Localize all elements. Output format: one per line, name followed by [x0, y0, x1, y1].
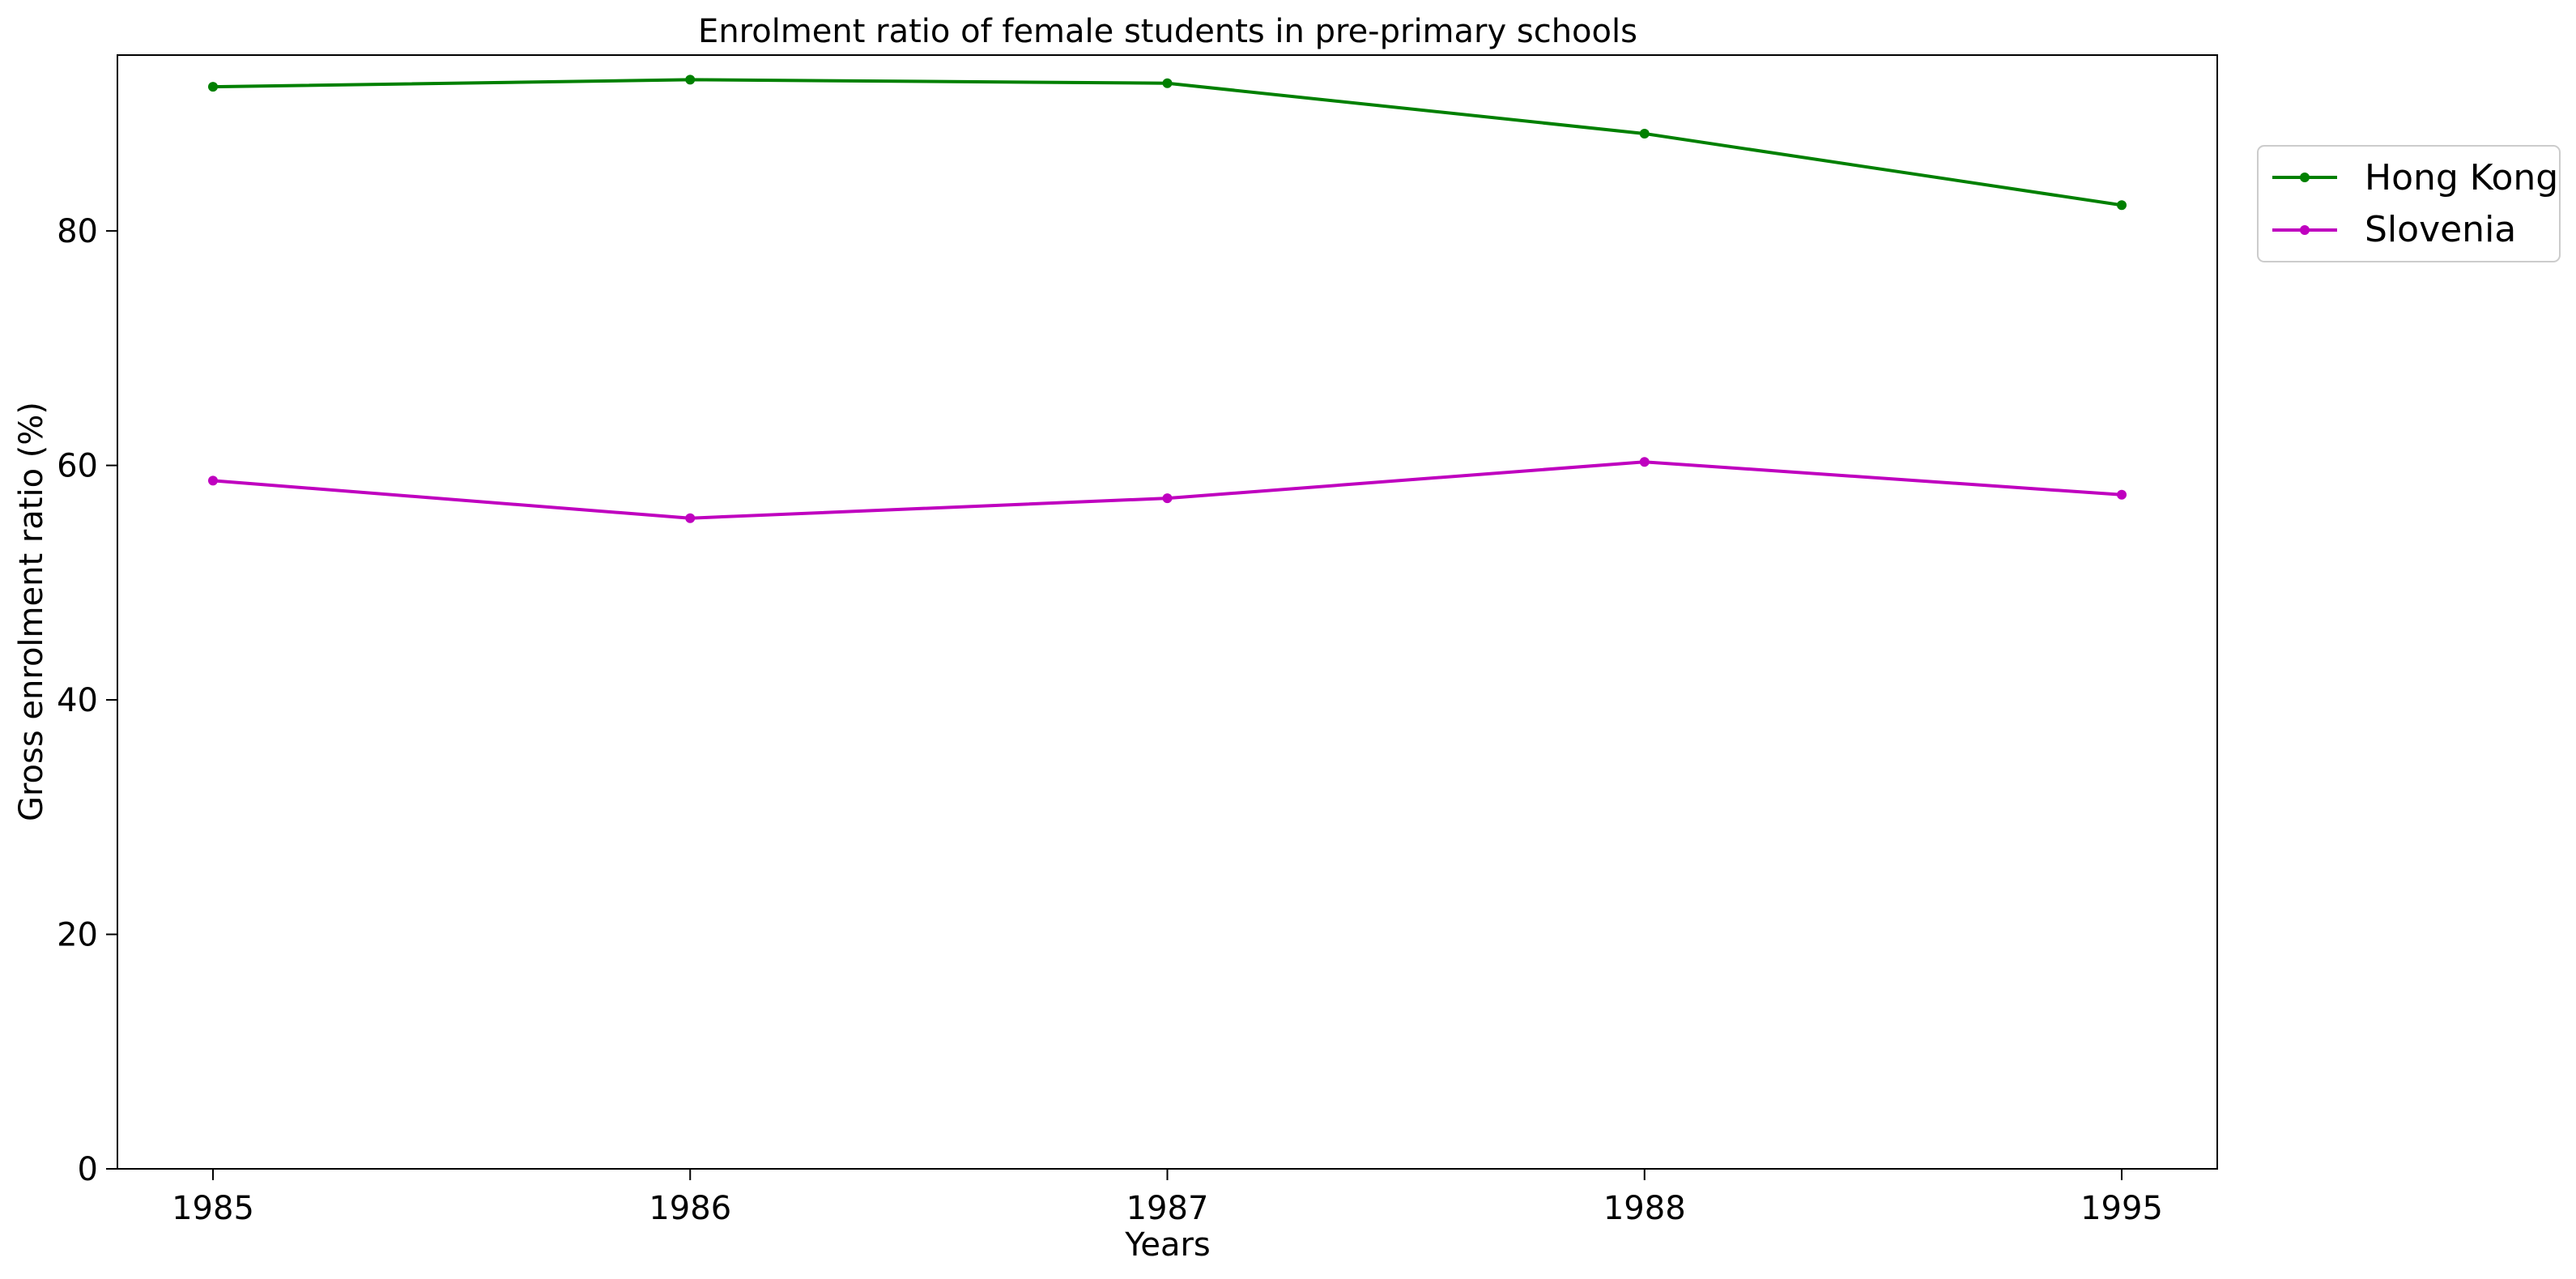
data-point-slovenia-1988	[1639, 457, 1650, 467]
data-point-hong-kong-1987	[1162, 78, 1173, 88]
y-tick-label-40: 40	[57, 682, 98, 719]
y-axis: 0 20 40 60 80	[57, 213, 117, 1188]
x-tick-label-1986: 1986	[649, 1190, 731, 1227]
legend-marker-hong-kong	[2300, 173, 2310, 182]
data-point-slovenia-1995	[2117, 489, 2127, 500]
x-tick-label-1985: 1985	[172, 1190, 254, 1227]
chart-title: Enrolment ratio of female students in pr…	[698, 13, 1637, 50]
y-axis-label: Gross enrolment ratio (%)	[13, 402, 50, 821]
plot-area	[117, 54, 2218, 1170]
legend-entry-hong-kong: Hong Kong	[2272, 157, 2558, 198]
x-axis-label: Years	[1124, 1226, 1211, 1264]
data-point-hong-kong-1988	[1639, 128, 1650, 139]
y-tick-label-0: 0	[78, 1151, 98, 1188]
series-layer	[208, 75, 2127, 523]
series-line-hong-kong	[212, 78, 2123, 207]
x-axis: 1985 1986 1987 1988 1995	[172, 1169, 2163, 1227]
y-tick-label-20: 20	[57, 917, 98, 954]
legend: Hong Kong Slovenia	[2257, 145, 2561, 262]
legend-marker-slovenia	[2300, 225, 2310, 235]
data-point-slovenia-1987	[1162, 493, 1173, 504]
data-point-slovenia-1986	[685, 513, 696, 523]
data-point-slovenia-1985	[208, 475, 218, 486]
data-point-hong-kong-1985	[208, 82, 218, 92]
legend-box	[2257, 145, 2561, 262]
x-tick-label-1988: 1988	[1603, 1190, 1686, 1227]
y-tick-label-80: 80	[57, 213, 98, 250]
series-line-slovenia	[212, 460, 2123, 520]
x-tick-label-1987: 1987	[1126, 1190, 1209, 1227]
data-point-hong-kong-1986	[685, 75, 696, 85]
legend-label-hong-kong: Hong Kong	[2365, 157, 2558, 198]
legend-entry-slovenia: Slovenia	[2272, 209, 2516, 250]
y-tick-label-60: 60	[57, 448, 98, 485]
data-point-hong-kong-1995	[2117, 200, 2127, 211]
legend-label-slovenia: Slovenia	[2365, 209, 2516, 250]
x-tick-label-1995: 1995	[2080, 1190, 2163, 1227]
